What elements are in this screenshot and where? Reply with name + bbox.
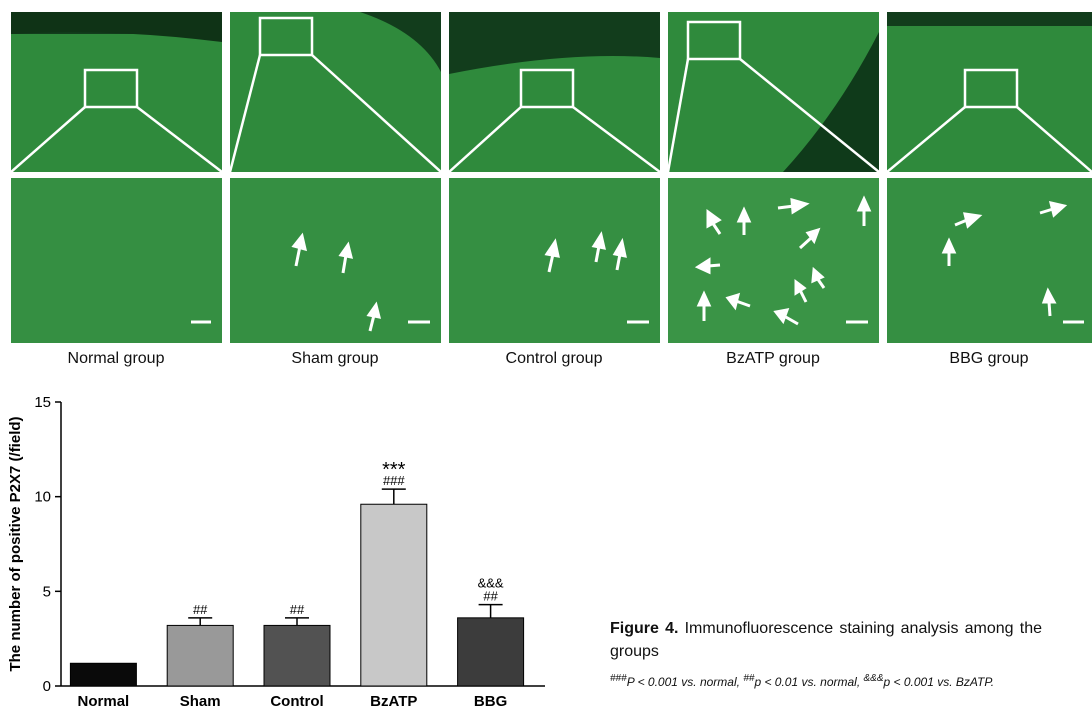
y-tick-label: 5 [43,583,51,600]
group-label-normal: Normal group [67,350,165,367]
micrograph-sham-overview [230,12,441,172]
micrograph-control-overview [449,12,660,172]
caption-text: Immunofluorescence staining analysis amo… [610,620,1042,660]
bar [69,662,137,687]
bar [457,617,525,687]
micrograph-bbg-zoom [887,178,1092,343]
figure-caption: Figure 4. Immunofluorescence staining an… [610,617,1042,692]
y-tick-label: 10 [34,489,51,506]
bar [166,624,234,687]
group-label-bbg: BBG group [949,350,1029,367]
footnote-text: p < 0.01 vs. normal, [754,675,864,689]
significance-label: &&& [478,576,504,591]
group-label-bzatp: BzATP group [726,350,820,367]
footnote-sup: ## [743,673,755,684]
significance-label: ## [483,589,498,604]
footnote-sup: ### [610,673,627,684]
bar [263,624,331,687]
micrograph-sham-zoom [230,178,441,343]
group-label-sham: Sham group [291,350,379,367]
group-label-control: Control group [505,350,603,367]
significance-label: ## [290,602,305,617]
significance-label: ### [383,473,405,488]
footnote-text: p < 0.001 vs. BzATP. [883,675,995,689]
significance-label: *** [382,459,406,481]
bar-chart: 0 5 10 15 The number of positive P2X7 (/fiel… [7,394,545,710]
x-tick-label: Sham [180,693,221,710]
caption-footnote: ###P < 0.001 vs. normal, ##p < 0.01 vs. … [610,669,1042,692]
micrograph-bbg-overview [887,12,1092,172]
y-tick-label: 15 [34,394,51,411]
micrograph-bzatp-zoom [668,178,879,343]
y-tick-label: 0 [43,678,51,695]
micrograph-control-zoom [449,178,660,343]
x-tick-label: Normal [78,693,130,710]
footnote-sup: &&& [863,673,884,684]
y-axis-label: The number of positive P2X7 (/field) [7,416,24,671]
micrograph-normal-overview [11,12,222,172]
footnote-text: P < 0.001 vs. normal, [626,675,744,689]
caption-label: Figure 4. [610,620,679,637]
x-tick-label: BzATP [370,693,417,710]
x-tick-label: Control [270,693,323,710]
micrograph-bzatp-overview [668,12,879,172]
bar [360,503,428,687]
x-tick-label: BBG [474,693,507,710]
micrograph-normal-zoom [11,178,222,343]
significance-label: ## [193,602,208,617]
